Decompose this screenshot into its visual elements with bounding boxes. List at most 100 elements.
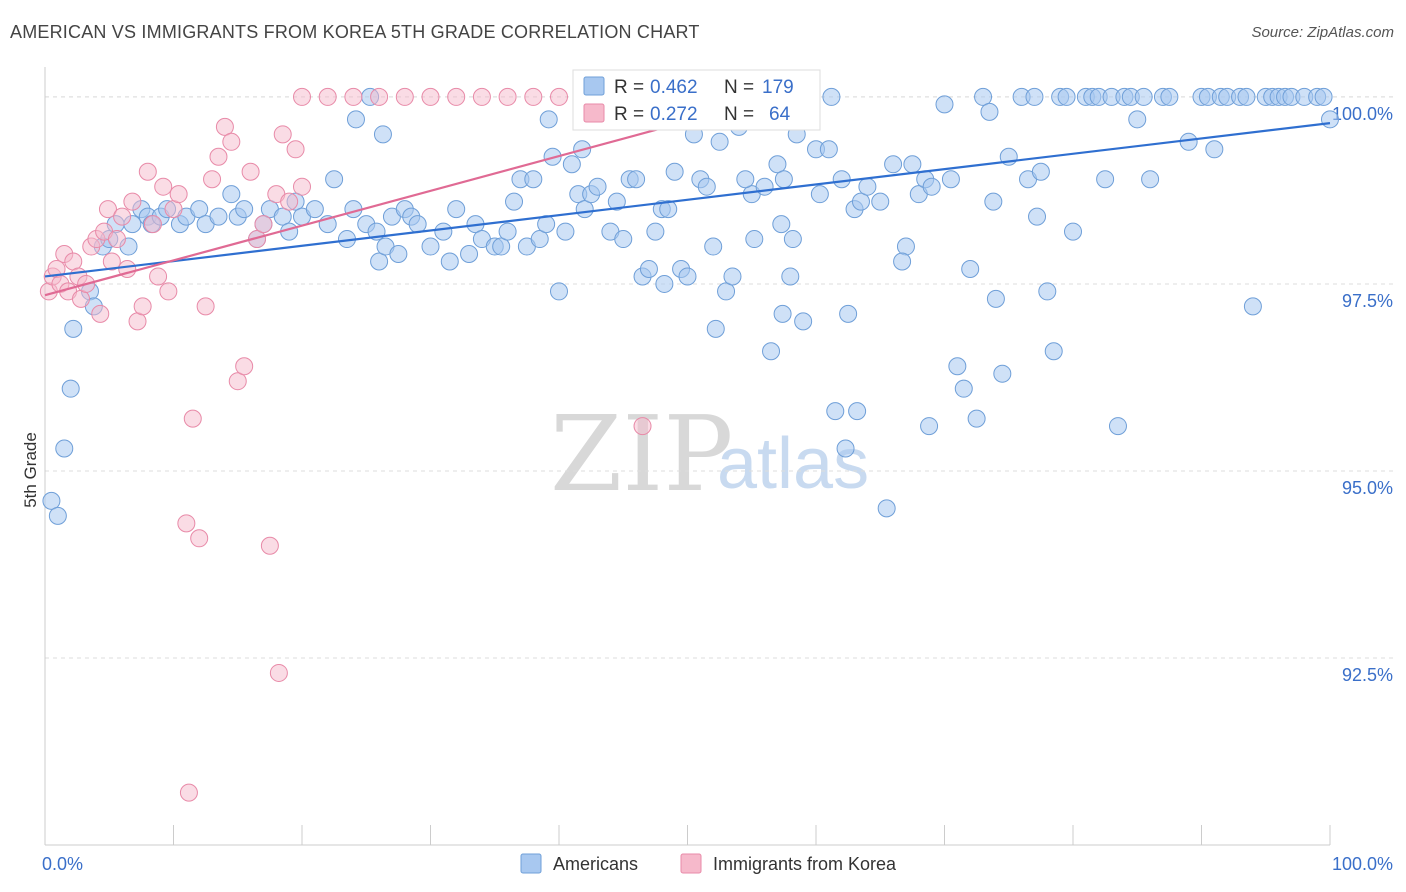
korea-point [190, 529, 209, 548]
american-point [61, 379, 80, 398]
american-point [498, 222, 517, 241]
american-point [871, 192, 890, 211]
american-point [421, 237, 440, 256]
watermark-zip: ZIP [550, 393, 733, 515]
american-point [1237, 87, 1256, 106]
american-point [190, 200, 209, 219]
american-point [954, 379, 973, 398]
american-point [64, 319, 83, 338]
american-point [980, 102, 999, 121]
american-point [967, 409, 986, 428]
korea-point [293, 177, 311, 196]
american-point [822, 87, 841, 106]
korea-point [98, 200, 117, 219]
american-point [539, 110, 558, 129]
american-point [810, 185, 829, 204]
american-point [697, 177, 716, 196]
stats-legend-box [572, 69, 821, 131]
korea-legend-swatch [583, 103, 605, 123]
korea-point [196, 297, 215, 316]
american-point [1108, 417, 1127, 436]
korea-point [293, 87, 311, 106]
korea-point [164, 200, 183, 219]
american-point [305, 200, 324, 219]
american-point [768, 155, 787, 174]
korea-n-value: 64 [769, 104, 791, 125]
american-point [1044, 342, 1063, 361]
korea-point [498, 87, 517, 106]
korea-point [273, 125, 292, 144]
american-point [948, 357, 967, 376]
korea-point [138, 162, 157, 181]
american-point [1179, 132, 1198, 151]
american-point [550, 282, 568, 301]
american-point [42, 491, 61, 510]
american-point [1314, 87, 1333, 106]
american-point [1134, 87, 1153, 106]
american-point [706, 319, 725, 338]
american-point [48, 506, 67, 525]
korea-n-label: N = [724, 104, 754, 125]
bottom-legend: Americans Immigrants from Korea [520, 853, 897, 874]
american-point [627, 170, 646, 189]
american-point [993, 364, 1012, 383]
american-point [346, 110, 365, 129]
source-label: Source: ZipAtlas.com [1251, 24, 1394, 41]
american-point [1205, 140, 1224, 159]
american-point [370, 252, 389, 271]
american-point [858, 177, 877, 196]
korea-point [550, 87, 568, 106]
korea-r-value: 0.272 [650, 104, 698, 125]
american-point [222, 185, 241, 204]
american-point [836, 439, 855, 458]
american-point [762, 342, 781, 361]
american-point [562, 155, 581, 174]
korea-point [633, 417, 652, 436]
y-tick-label: 97.5% [1342, 291, 1393, 311]
american-point [826, 402, 845, 421]
american-point [877, 499, 896, 518]
american-point [745, 230, 764, 249]
korea-point [447, 87, 466, 106]
korea-point [228, 372, 247, 391]
american-point [1160, 87, 1179, 106]
korea-point [241, 162, 260, 181]
american-point [235, 200, 254, 219]
american-point [556, 222, 575, 241]
korea-point [235, 357, 254, 376]
american-point [614, 230, 633, 249]
american-point [273, 207, 292, 226]
american-point [717, 282, 736, 301]
american-point [1057, 87, 1076, 106]
american-point [920, 417, 939, 436]
korea-point [203, 170, 222, 189]
x-tick-label-max: 100.0% [1332, 854, 1393, 874]
korea-point [128, 312, 147, 331]
y-tick-label: 95.0% [1342, 478, 1393, 498]
korea-point [472, 87, 491, 106]
american-point [794, 312, 813, 331]
american-point [492, 237, 511, 256]
korea-point [159, 282, 178, 301]
korea-point [318, 87, 337, 106]
korea-point [370, 87, 389, 106]
americans-n-value: 179 [762, 77, 794, 98]
american-point [659, 200, 678, 219]
korea-point [179, 783, 198, 802]
american-point [408, 215, 427, 234]
stats-legend: R = 0.462 N = 179 R = 0.272 N = 64 [572, 69, 821, 131]
korea-point [524, 87, 543, 106]
korea-point [102, 252, 121, 271]
korea-point [215, 117, 234, 136]
korea-point [154, 177, 173, 196]
american-point [588, 177, 607, 196]
american-point [325, 170, 344, 189]
korea-points [39, 87, 652, 802]
korea-point [169, 185, 188, 204]
bottom-legend-korea-swatch [680, 853, 702, 874]
grid: 92.5% 95.0% 97.5% 100.0% [45, 96, 1395, 685]
american-point [1321, 110, 1339, 129]
american-point [1141, 170, 1160, 189]
american-point [530, 230, 549, 249]
